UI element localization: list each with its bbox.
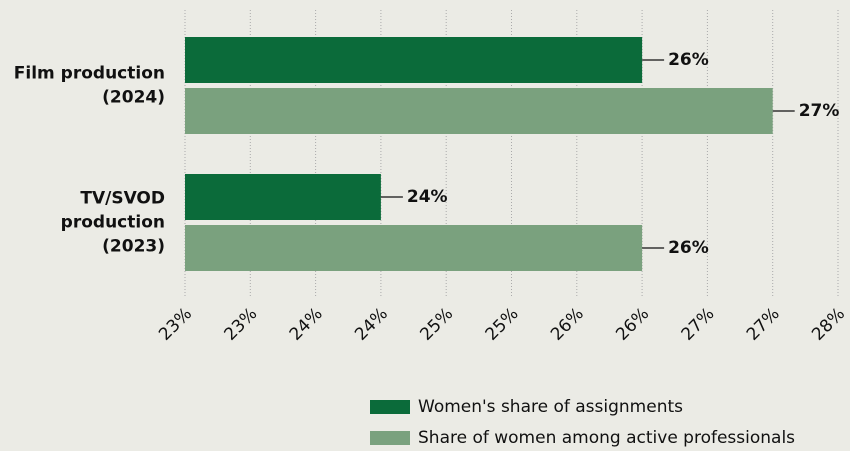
x-tick-label: 23% [155, 304, 196, 345]
x-tick-label: 26% [547, 304, 588, 345]
value-label: 24% [407, 187, 448, 207]
legend-label: Share of women among active professional… [418, 428, 795, 448]
bar [185, 174, 381, 220]
category-label: (2024) [102, 88, 165, 108]
legend-swatch [370, 400, 410, 414]
x-tick-label: 28% [808, 304, 849, 345]
category-label: TV/SVOD [80, 189, 165, 209]
x-tick-label: 26% [612, 304, 653, 345]
bar [185, 37, 643, 83]
value-label: 26% [668, 238, 709, 258]
legend-label: Women's share of assignments [418, 397, 683, 417]
x-tick-label: 27% [743, 304, 784, 345]
bar [185, 225, 643, 271]
x-tick-label: 23% [221, 304, 262, 345]
x-tick-label: 24% [351, 304, 392, 345]
x-tick-label: 25% [482, 304, 523, 345]
category-label: production [61, 213, 165, 233]
category-label: (2023) [102, 237, 165, 257]
value-label: 27% [799, 101, 840, 121]
value-label: 26% [668, 50, 709, 70]
category-label: Film production [14, 64, 165, 84]
legend-swatch [370, 431, 410, 445]
x-tick-label: 24% [286, 304, 327, 345]
bar [185, 88, 773, 134]
x-tick-label: 25% [416, 304, 457, 345]
x-tick-label: 27% [678, 304, 719, 345]
